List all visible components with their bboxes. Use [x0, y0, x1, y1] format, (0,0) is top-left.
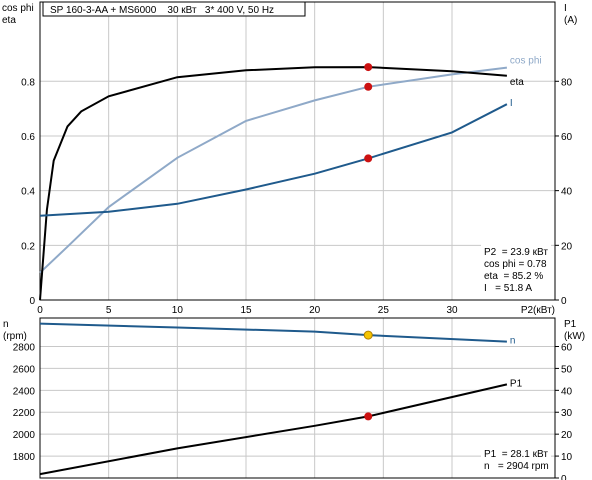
y2-tick-label: 40 [561, 386, 573, 397]
y-axis-label: (rpm) [3, 331, 27, 342]
y2-tick-label: 80 [561, 77, 573, 88]
y2-axis-label: (A) [564, 15, 577, 26]
y-axis-label: eta [2, 15, 16, 26]
series-line [39, 103, 508, 217]
y-tick-label: 2400 [13, 386, 36, 397]
title-box [42, 1, 306, 17]
info-text: cos phi = 0.78 [484, 259, 547, 270]
series-line [39, 322, 507, 343]
x-tick-label: 10 [172, 305, 184, 316]
x-axis-label: P2(кВт) [521, 305, 555, 316]
y2-tick-label: 60 [561, 132, 573, 143]
x-tick-label: 15 [240, 305, 252, 316]
plot-area [40, 2, 555, 300]
y-tick-label: 0.6 [21, 132, 35, 143]
series-label: I [510, 98, 513, 109]
operating-point [363, 330, 373, 340]
y-axis-label: cos phi [2, 3, 34, 14]
info-text: P2 = 23.9 кВт [484, 247, 548, 258]
y-tick-label: 1800 [13, 452, 36, 463]
y2-tick-label: 50 [561, 364, 573, 375]
y-tick-label: 2200 [13, 408, 36, 419]
info-text: P1 = 28.1 кВт [484, 449, 548, 460]
y-axis-label: n [3, 319, 9, 330]
series-label: cos phi [510, 56, 542, 67]
operating-point [364, 412, 373, 421]
series-label: n [510, 336, 516, 347]
y2-axis-label: (kW) [564, 331, 585, 342]
y2-tick-label: 10 [561, 452, 573, 463]
info-box [481, 446, 551, 476]
y2-tick-label: 60 [561, 342, 573, 353]
y2-tick-label: 0 [561, 296, 567, 307]
y2-tick-label: 20 [561, 241, 573, 252]
y2-tick-label: 30 [561, 408, 573, 419]
plot-area [40, 318, 555, 478]
series-line [39, 66, 507, 301]
info-text: eta = 85.2 % [484, 271, 543, 282]
info-text: I = 51.8 A [484, 283, 532, 294]
x-tick-label: 25 [378, 305, 390, 316]
y-tick-label: 0.8 [21, 77, 35, 88]
operating-point [364, 82, 373, 91]
x-tick-label: 20 [309, 305, 321, 316]
y-tick-label: 2000 [13, 430, 36, 441]
x-tick-label: 30 [446, 305, 458, 316]
series-line [39, 66, 508, 274]
operating-point [364, 154, 373, 163]
plot-border [39, 317, 556, 479]
x-tick-label: 5 [106, 305, 112, 316]
y2-axis-label: P1 [564, 319, 577, 330]
operating-point [364, 63, 373, 72]
chart-title: SP 160-3-AA + MS6000 30 кВт 3* 400 V, 50… [50, 5, 274, 16]
y2-tick-label: 40 [561, 187, 573, 198]
series-line [39, 383, 508, 476]
info-box [481, 244, 551, 298]
y2-axis-label: I [564, 3, 567, 14]
series-label: P1 [510, 378, 523, 389]
y-tick-label: 2600 [13, 364, 36, 375]
y-tick-label: 0 [29, 296, 35, 307]
y-tick-label: 0.2 [21, 241, 35, 252]
y-tick-label: 0.4 [21, 187, 35, 198]
y-tick-label: 2800 [13, 342, 36, 353]
series-label: eta [510, 77, 524, 88]
x-tick-label: 0 [37, 305, 43, 316]
y2-tick-label: 20 [561, 430, 573, 441]
info-text: n = 2904 rpm [484, 461, 549, 472]
y2-tick-label: 0 [561, 474, 567, 480]
